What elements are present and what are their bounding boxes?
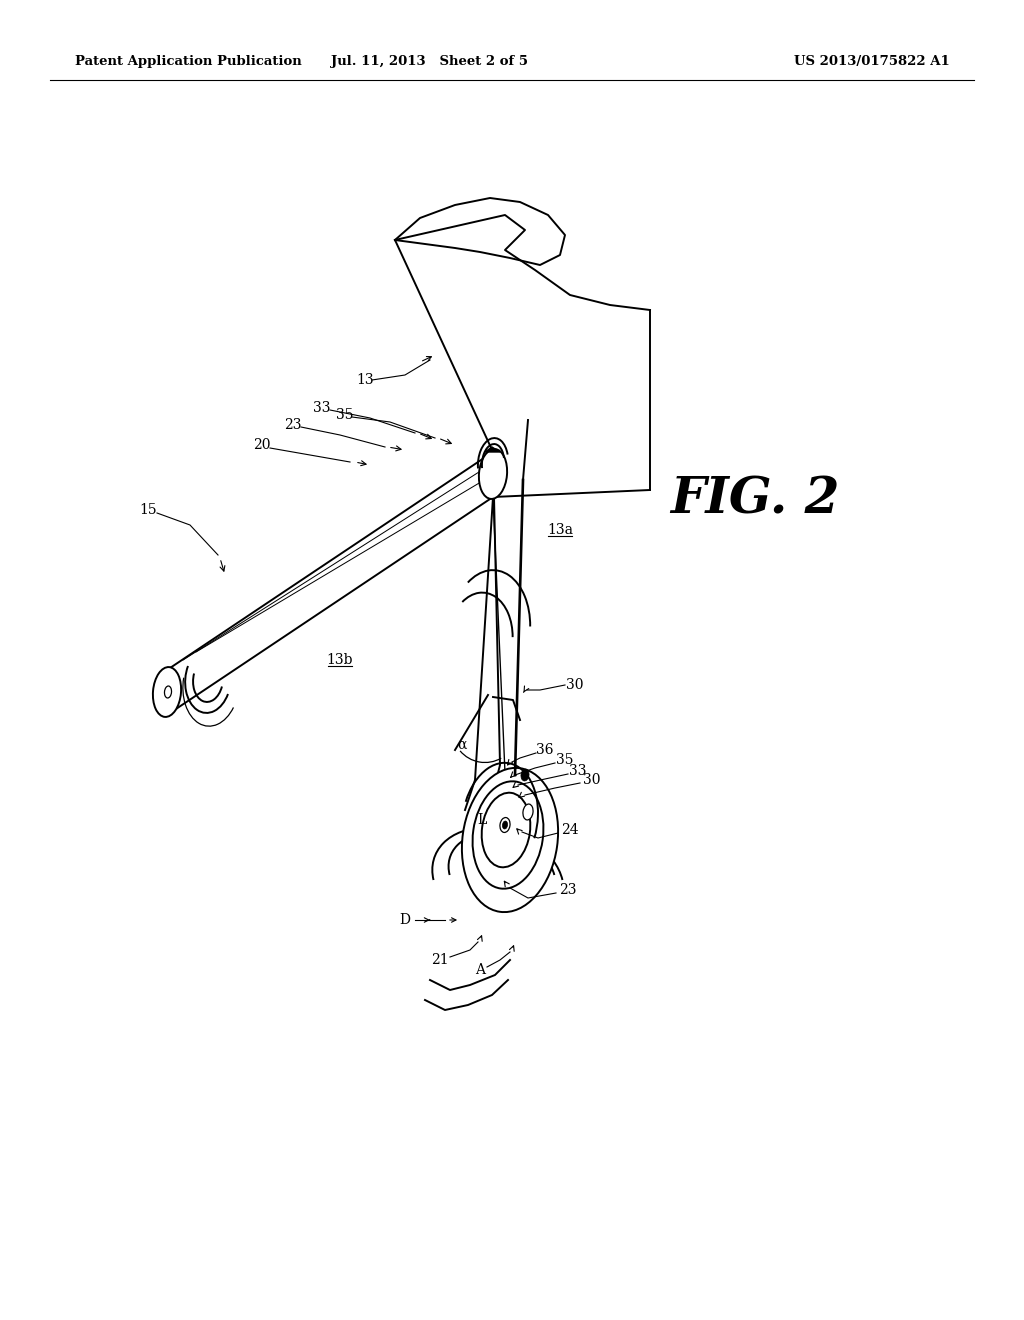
Text: 30: 30 xyxy=(584,774,601,787)
Ellipse shape xyxy=(523,804,534,820)
Ellipse shape xyxy=(521,770,529,781)
Text: 15: 15 xyxy=(139,503,157,517)
Text: 23: 23 xyxy=(559,883,577,898)
Ellipse shape xyxy=(503,821,508,829)
Text: 20: 20 xyxy=(253,438,270,451)
Text: Jul. 11, 2013   Sheet 2 of 5: Jul. 11, 2013 Sheet 2 of 5 xyxy=(332,55,528,69)
Polygon shape xyxy=(395,198,565,265)
Text: 13: 13 xyxy=(356,374,374,387)
Text: α: α xyxy=(458,738,467,752)
Ellipse shape xyxy=(500,817,510,833)
Text: 13a: 13a xyxy=(547,523,573,537)
Text: FIG. 2: FIG. 2 xyxy=(671,475,840,524)
Ellipse shape xyxy=(462,768,558,912)
Text: 36: 36 xyxy=(537,743,554,756)
Text: 33: 33 xyxy=(569,764,587,777)
Ellipse shape xyxy=(153,667,181,717)
Text: L: L xyxy=(477,813,486,828)
Text: 23: 23 xyxy=(285,418,302,432)
Text: 13b: 13b xyxy=(327,653,353,667)
Text: 30: 30 xyxy=(566,678,584,692)
Text: 35: 35 xyxy=(336,408,353,422)
Ellipse shape xyxy=(165,686,172,698)
Text: US 2013/0175822 A1: US 2013/0175822 A1 xyxy=(795,55,950,69)
Text: 33: 33 xyxy=(313,401,331,414)
Ellipse shape xyxy=(479,449,507,499)
Text: 24: 24 xyxy=(561,822,579,837)
Polygon shape xyxy=(485,447,500,451)
Text: 35: 35 xyxy=(556,752,573,767)
Text: D: D xyxy=(399,913,411,927)
Text: 21: 21 xyxy=(431,953,449,968)
Ellipse shape xyxy=(472,781,544,888)
Text: Patent Application Publication: Patent Application Publication xyxy=(75,55,302,69)
Text: A: A xyxy=(475,964,485,977)
Ellipse shape xyxy=(481,793,530,867)
Polygon shape xyxy=(395,215,650,498)
